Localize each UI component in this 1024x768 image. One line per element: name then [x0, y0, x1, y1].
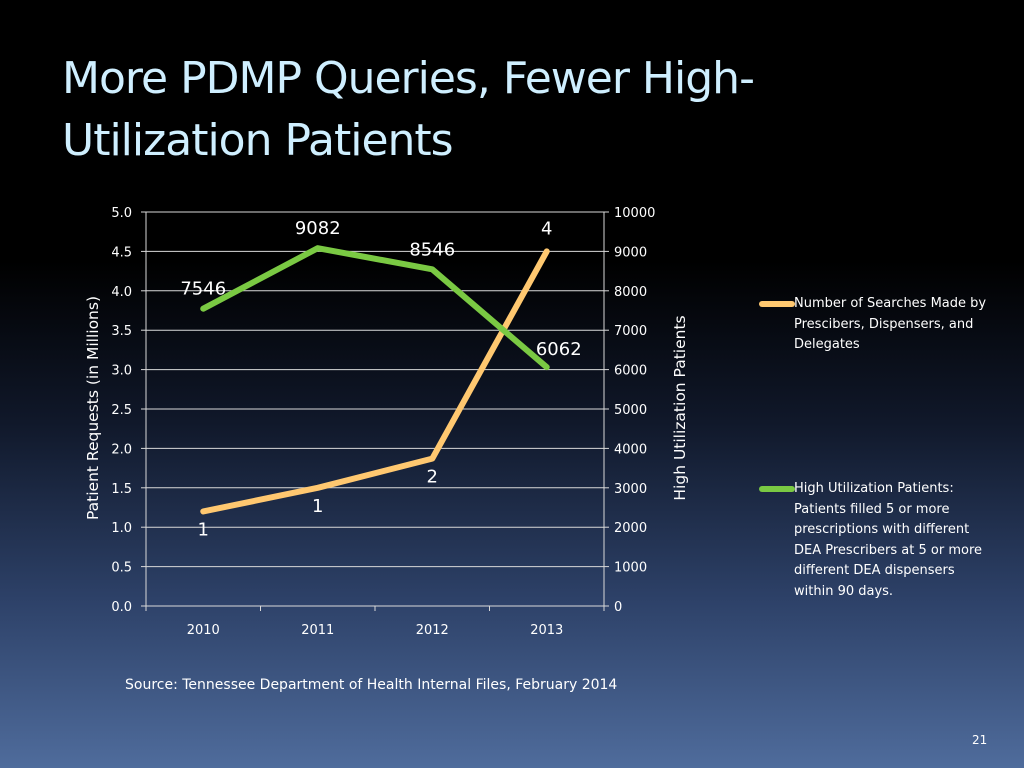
data-label: 1 [312, 496, 323, 517]
left-tick-label: 2.0 [111, 442, 132, 457]
x-tick-label: 2013 [530, 623, 563, 638]
data-label: 8546 [409, 239, 455, 260]
data-label: 7546 [180, 279, 226, 300]
left-tick-label: 3.5 [111, 324, 132, 339]
data-label: 1 [198, 519, 209, 540]
x-tick-label: 2012 [416, 623, 449, 638]
left-tick-label: 1.5 [111, 482, 132, 497]
x-tick-label: 2011 [301, 623, 334, 638]
series-lines [200, 245, 550, 515]
source-note: Source: Tennessee Department of Health I… [125, 677, 618, 693]
right-tick-label: 7000 [614, 324, 647, 339]
right-tick-label: 5000 [614, 403, 647, 418]
data-label: 6062 [536, 339, 582, 360]
left-axis-title: Patient Requests (in Millions) [84, 296, 102, 520]
left-tick-label: 5.0 [111, 206, 132, 221]
left-tick-label: 4.0 [111, 285, 132, 300]
right-tick-label: 2000 [614, 521, 647, 536]
left-tick-label: 2.5 [111, 403, 132, 418]
right-tick-label: 4000 [614, 442, 647, 457]
series-line-high-utilization [200, 245, 550, 371]
right-tick-label: 8000 [614, 285, 647, 300]
slide-title-line-2: Utilization Patients [62, 115, 454, 166]
left-tick-label: 1.0 [111, 521, 132, 536]
left-tick-label: 3.0 [111, 364, 132, 379]
right-tick-label: 10000 [614, 206, 655, 221]
x-axis-ticks: 2010 2011 2012 2013 [145, 606, 605, 638]
data-label: 4 [541, 218, 552, 239]
gridlines [146, 211, 604, 568]
legend-label-searches: Number of Searches Made by Prescibers, D… [794, 296, 987, 352]
right-axis-title: High Utilization Patients [671, 315, 689, 500]
x-tick-label: 2010 [187, 623, 220, 638]
right-tick-label: 0 [614, 600, 622, 615]
legend-label-high-utilization: High Utilization Patients: Patients fill… [794, 481, 982, 599]
right-tick-label: 1000 [614, 561, 647, 576]
page-number: 21 [972, 733, 988, 747]
right-tick-label: 6000 [614, 364, 647, 379]
left-tick-label: 0.0 [111, 600, 132, 615]
left-tick-label: 4.5 [111, 245, 132, 260]
slide-title-line-1: More PDMP Queries, Fewer High- [62, 53, 755, 104]
legend-swatches [759, 301, 795, 492]
right-tick-label: 9000 [614, 245, 647, 260]
data-label: 2 [427, 467, 438, 488]
left-tick-label: 0.5 [111, 561, 132, 576]
data-labels: 1 1 2 4 7546 9082 8546 6062 [180, 218, 581, 540]
right-axis-ticks: 0 1000 2000 3000 4000 5000 6000 7000 8000 9000 100… [604, 206, 655, 615]
slide-title: More PDMP Queries, Fewer High- Utilizati… [62, 48, 962, 172]
right-tick-label: 3000 [614, 482, 647, 497]
left-axis-ticks: 0.0 0.5 1.0 1.5 2.0 2.5 3.0 3.5 4.0 4.5 5.0 [111, 206, 146, 615]
data-label: 9082 [295, 218, 341, 239]
series-line-searches [200, 248, 550, 515]
